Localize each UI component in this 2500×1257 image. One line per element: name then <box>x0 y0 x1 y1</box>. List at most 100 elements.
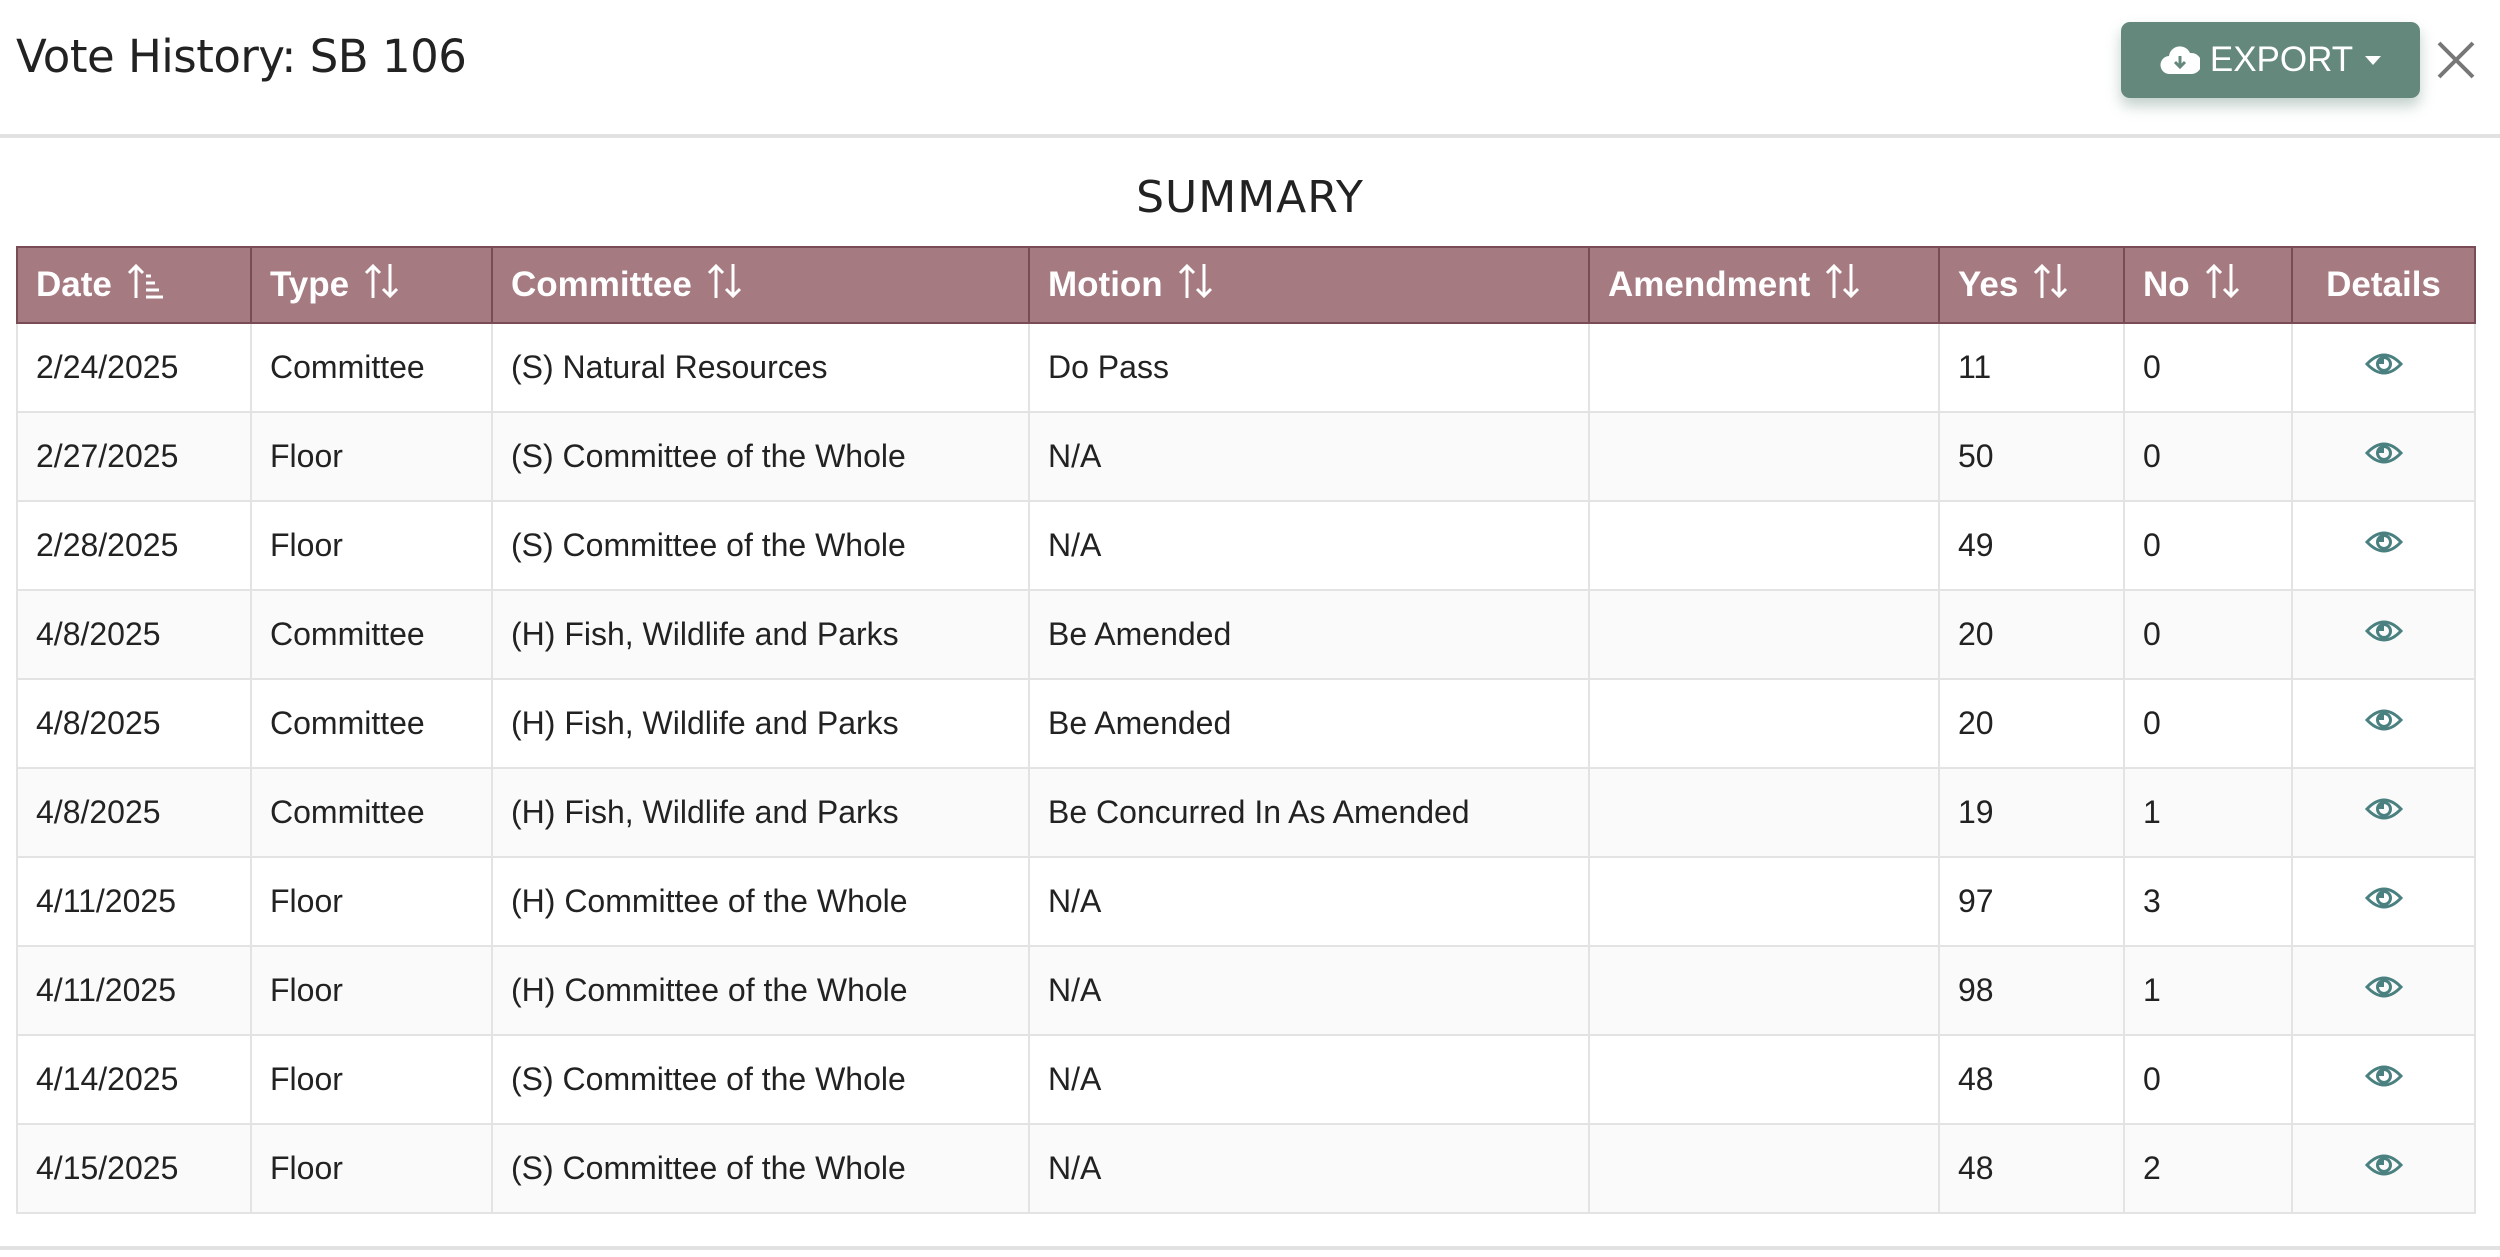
cell-motion: Be Concurred In As Amended <box>1028 767 1590 858</box>
column-label: Amendment <box>1608 264 1811 304</box>
cell-date: 4/11/2025 <box>16 945 252 1036</box>
sort-icon[interactable] <box>363 262 401 309</box>
cloud-download-icon <box>2160 44 2200 76</box>
sort-icon[interactable] <box>1177 262 1215 309</box>
sort-ascending-icon[interactable] <box>126 262 164 309</box>
cell-motion: N/A <box>1028 1034 1590 1125</box>
cell-type: Committee <box>250 767 493 858</box>
export-label: EXPORT <box>2209 40 2354 79</box>
cell-committee: (H) Committee of the Whole <box>491 945 1030 1036</box>
view-details-eye-icon[interactable] <box>2364 884 2404 920</box>
view-details-eye-icon[interactable] <box>2364 528 2404 564</box>
cell-no: 1 <box>2123 945 2293 1036</box>
sort-icon[interactable] <box>1824 262 1862 309</box>
cell-amendment <box>1588 322 1940 413</box>
cell-details <box>2291 500 2476 591</box>
close-icon[interactable] <box>2436 40 2476 80</box>
cell-motion: Do Pass <box>1028 322 1590 413</box>
cell-committee: (H) Fish, Wildlife and Parks <box>491 678 1030 769</box>
table-row: 2/27/2025 Floor (S) Committee of the Whole… <box>16 411 2476 502</box>
cell-no: 1 <box>2123 767 2293 858</box>
cell-no: 0 <box>2123 589 2293 680</box>
column-label: Yes <box>1958 264 2019 304</box>
table-row: 4/14/2025 Floor (S) Committee of the Whole… <box>16 1034 2476 1125</box>
column-header-date[interactable]: Date <box>16 246 252 324</box>
cell-committee: (S) Committee of the Whole <box>491 500 1030 591</box>
view-details-eye-icon[interactable] <box>2364 350 2404 386</box>
cell-date: 4/8/2025 <box>16 589 252 680</box>
column-header-no[interactable]: No <box>2123 246 2293 324</box>
column-label: Motion <box>1048 264 1163 304</box>
cell-no: 0 <box>2123 500 2293 591</box>
cell-yes: 49 <box>1938 500 2125 591</box>
export-button[interactable]: EXPORT <box>2121 22 2420 98</box>
cell-type: Floor <box>250 1034 493 1125</box>
column-label: Committee <box>511 264 692 304</box>
cell-no: 0 <box>2123 678 2293 769</box>
table-row: 4/15/2025 Floor (S) Committee of the Whole… <box>16 1123 2476 1214</box>
view-details-eye-icon[interactable] <box>2364 973 2404 1009</box>
column-label: Date <box>36 264 112 304</box>
cell-amendment <box>1588 1034 1940 1125</box>
table-row: 4/8/2025 Committee (H) Fish, Wildlife and … <box>16 678 2476 769</box>
cell-date: 4/15/2025 <box>16 1123 252 1214</box>
cell-type: Floor <box>250 500 493 591</box>
caret-down-icon <box>2365 55 2382 65</box>
cell-date: 2/27/2025 <box>16 411 252 502</box>
column-header-motion[interactable]: Motion <box>1028 246 1590 324</box>
cell-details <box>2291 1123 2476 1214</box>
column-header-committee[interactable]: Committee <box>491 246 1030 324</box>
view-details-eye-icon[interactable] <box>2364 1062 2404 1098</box>
cell-type: Floor <box>250 411 493 502</box>
cell-type: Floor <box>250 1123 493 1214</box>
sort-icon[interactable] <box>706 262 744 309</box>
cell-date: 2/28/2025 <box>16 500 252 591</box>
sort-icon[interactable] <box>2032 262 2070 309</box>
table-row: 2/24/2025 Committee (S) Natural Resources D… <box>16 322 2476 413</box>
cell-date: 4/8/2025 <box>16 678 252 769</box>
cell-date: 4/14/2025 <box>16 1034 252 1125</box>
cell-yes: 11 <box>1938 322 2125 413</box>
cell-motion: N/A <box>1028 500 1590 591</box>
cell-amendment <box>1588 945 1940 1036</box>
cell-committee: (S) Natural Resources <box>491 322 1030 413</box>
cell-amendment <box>1588 1123 1940 1214</box>
view-details-eye-icon[interactable] <box>2364 617 2404 653</box>
cell-details <box>2291 945 2476 1036</box>
cell-motion: Be Amended <box>1028 678 1590 769</box>
cell-yes: 50 <box>1938 411 2125 502</box>
cell-no: 0 <box>2123 322 2293 413</box>
cell-date: 4/8/2025 <box>16 767 252 858</box>
cell-no: 0 <box>2123 1034 2293 1125</box>
view-details-eye-icon[interactable] <box>2364 1151 2404 1187</box>
cell-type: Committee <box>250 589 493 680</box>
view-details-eye-icon[interactable] <box>2364 439 2404 475</box>
cell-details <box>2291 411 2476 502</box>
sort-icon[interactable] <box>2204 262 2242 309</box>
view-details-eye-icon[interactable] <box>2364 706 2404 742</box>
table-header-row: Date Type Committee Motion Amendment Yes No Det… <box>16 246 2476 324</box>
table-row: 4/8/2025 Committee (H) Fish, Wildlife and … <box>16 589 2476 680</box>
column-header-yes[interactable]: Yes <box>1938 246 2125 324</box>
cell-details <box>2291 856 2476 947</box>
cell-amendment <box>1588 411 1940 502</box>
cell-date: 4/11/2025 <box>16 856 252 947</box>
table-row: 4/11/2025 Floor (H) Committee of the Whole… <box>16 945 2476 1036</box>
cell-details <box>2291 589 2476 680</box>
column-label: No <box>2143 264 2190 304</box>
cell-amendment <box>1588 589 1940 680</box>
cell-no: 0 <box>2123 411 2293 502</box>
cell-committee: (H) Fish, Wildlife and Parks <box>491 589 1030 680</box>
column-header-type[interactable]: Type <box>250 246 493 324</box>
cell-committee: (S) Committee of the Whole <box>491 1123 1030 1214</box>
cell-no: 2 <box>2123 1123 2293 1214</box>
cell-committee: (S) Committee of the Whole <box>491 1034 1030 1125</box>
footer-divider <box>0 1246 2500 1250</box>
cell-motion: N/A <box>1028 1123 1590 1214</box>
table-row: 4/11/2025 Floor (H) Committee of the Whole… <box>16 856 2476 947</box>
summary-heading: SUMMARY <box>1136 172 1364 223</box>
cell-type: Committee <box>250 322 493 413</box>
column-header-amendment[interactable]: Amendment <box>1588 246 1940 324</box>
view-details-eye-icon[interactable] <box>2364 795 2404 831</box>
cell-type: Floor <box>250 856 493 947</box>
